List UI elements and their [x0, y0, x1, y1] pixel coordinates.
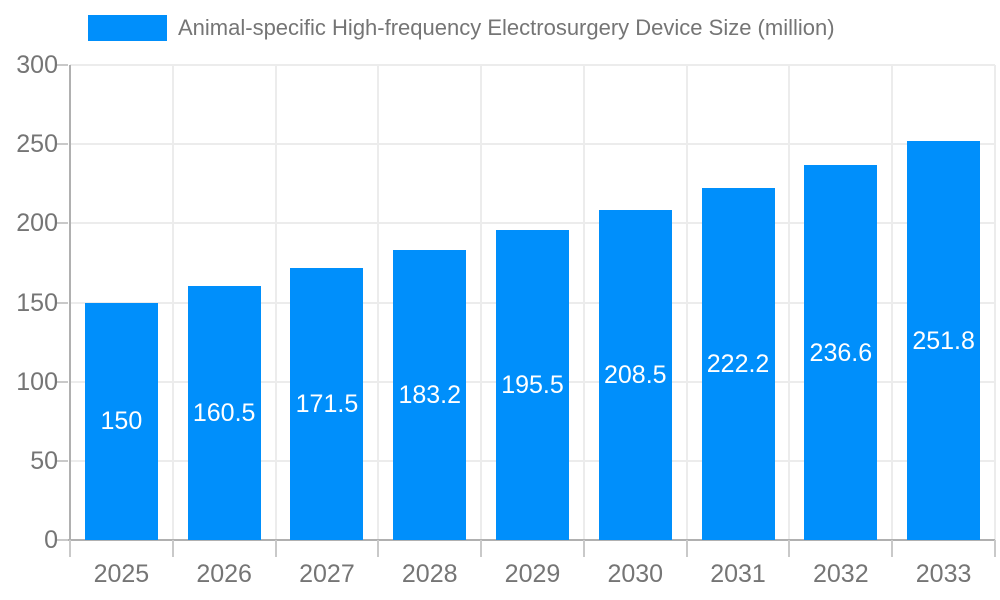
bar-value-label: 236.6: [809, 338, 873, 367]
x-tick: [69, 540, 71, 557]
y-tick: [55, 539, 68, 541]
x-tick: [994, 540, 996, 557]
x-tick: [171, 540, 174, 557]
legend-swatch: [88, 15, 167, 41]
bar-value-label: 171.5: [295, 390, 359, 419]
bar-2030[interactable]: 208.5: [598, 209, 672, 540]
h-gridline: [70, 143, 995, 146]
bar-2031[interactable]: 222.2: [701, 188, 775, 540]
y-tick: [55, 459, 68, 462]
y-axis-label: 100: [16, 367, 58, 396]
y-axis-label: 50: [30, 446, 58, 475]
y-tick: [55, 64, 68, 66]
bar-2028[interactable]: 183.2: [393, 249, 467, 540]
bar-2033[interactable]: 251.8: [907, 141, 981, 540]
x-tick: [685, 540, 688, 557]
h-gridline: [70, 64, 995, 66]
y-tick: [55, 143, 68, 146]
y-axis-line: [69, 65, 71, 542]
y-tick: [55, 380, 68, 383]
v-gridline: [788, 65, 791, 540]
x-tick: [274, 540, 277, 557]
bar-2026[interactable]: 160.5: [187, 285, 261, 540]
h-gridline: [70, 222, 995, 225]
bar-value-label: 150: [100, 407, 143, 436]
bar-value-label: 183.2: [398, 380, 461, 409]
bar-value-label: 160.5: [192, 398, 256, 427]
y-axis-label: 150: [16, 288, 58, 317]
bar-value-label: 195.5: [501, 371, 564, 400]
bar-2032[interactable]: 236.6: [804, 165, 878, 540]
x-axis-label: 2031: [710, 560, 766, 588]
x-axis-label: 2030: [607, 560, 664, 588]
v-gridline: [891, 65, 894, 540]
x-axis-label: 2026: [196, 560, 252, 588]
legend-item[interactable]: Animal-specific High-frequency Electrosu…: [88, 15, 835, 41]
bar-2025[interactable]: 150: [84, 302, 158, 540]
x-tick: [788, 540, 791, 557]
legend-label: Animal-specific High-frequency Electrosu…: [178, 15, 835, 40]
v-gridline: [171, 65, 174, 540]
x-axis-label: 2027: [299, 560, 355, 588]
y-axis-label: 0: [44, 526, 58, 554]
x-tick: [480, 540, 483, 557]
y-tick: [55, 301, 68, 304]
x-axis-label: 2029: [504, 560, 561, 588]
bar-value-label: 208.5: [603, 360, 667, 389]
y-axis-label: 200: [16, 209, 58, 238]
bar-2029[interactable]: 195.5: [496, 230, 569, 540]
bar-2027[interactable]: 171.5: [290, 268, 364, 540]
x-tick: [377, 540, 380, 557]
x-axis-label: 2033: [915, 560, 972, 588]
x-axis-label: 2032: [813, 560, 869, 588]
x-tick: [891, 540, 894, 557]
v-gridline: [274, 65, 277, 540]
v-gridline: [377, 65, 380, 540]
v-gridline: [582, 65, 585, 540]
v-gridline: [480, 65, 483, 540]
y-axis-label: 300: [16, 51, 58, 79]
bar-value-label: 251.8: [912, 326, 975, 355]
v-gridline: [685, 65, 688, 540]
bar-value-label: 222.2: [706, 350, 770, 379]
y-tick: [55, 222, 68, 225]
x-axis-label: 2028: [401, 560, 458, 588]
x-axis-line: [55, 539, 995, 541]
y-axis-label: 250: [16, 130, 58, 159]
x-tick: [582, 540, 585, 557]
x-axis-label: 2025: [93, 560, 150, 588]
v-gridline: [994, 65, 996, 540]
